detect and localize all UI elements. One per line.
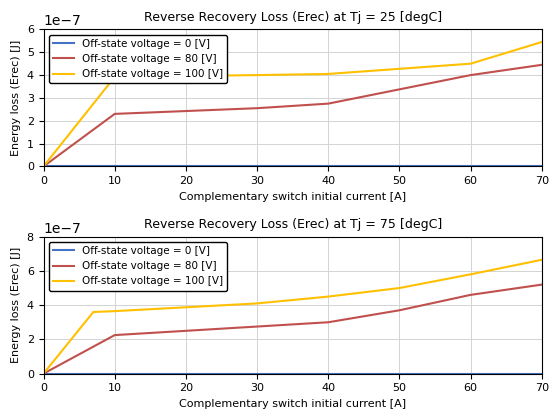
Off-state voltage = 0 [V] [539, 164, 545, 169]
Line: Off-state voltage = 100 [V]: Off-state voltage = 100 [V] [44, 260, 542, 374]
Off-state voltage = 80 [V] [467, 292, 474, 297]
Off-state voltage = 80 [V] [111, 111, 118, 116]
Off-state voltage = 0 [V] [111, 164, 118, 169]
Off-state voltage = 80 [V] [254, 324, 260, 329]
Off-state voltage = 0 [V] [325, 371, 332, 376]
Off-state voltage = 100 [V] [325, 294, 332, 299]
Off-state voltage = 0 [V] [40, 371, 47, 376]
Title: Reverse Recovery Loss (Erec) at Tj = 25 [degC]: Reverse Recovery Loss (Erec) at Tj = 25 … [143, 11, 442, 24]
Off-state voltage = 100 [V] [254, 301, 260, 306]
Off-state voltage = 80 [V] [40, 371, 47, 376]
Off-state voltage = 80 [V] [539, 282, 545, 287]
Y-axis label: Energy loss (Erec) [J]: Energy loss (Erec) [J] [11, 40, 21, 156]
Off-state voltage = 80 [V] [183, 328, 189, 333]
Off-state voltage = 0 [V] [467, 164, 474, 169]
Off-state voltage = 0 [V] [539, 371, 545, 376]
Off-state voltage = 0 [V] [396, 371, 403, 376]
Off-state voltage = 80 [V] [40, 164, 47, 169]
Off-state voltage = 0 [V] [254, 164, 260, 169]
Off-state voltage = 80 [V] [325, 320, 332, 325]
Legend: Off-state voltage = 0 [V], Off-state voltage = 80 [V], Off-state voltage = 100 [: Off-state voltage = 0 [V], Off-state vol… [49, 35, 227, 84]
Off-state voltage = 100 [V] [539, 257, 545, 262]
Off-state voltage = 0 [V] [40, 164, 47, 169]
Off-state voltage = 0 [V] [111, 371, 118, 376]
Off-state voltage = 100 [V] [539, 39, 545, 45]
Off-state voltage = 100 [V] [111, 74, 118, 79]
Off-state voltage = 100 [V] [467, 272, 474, 277]
Off-state voltage = 80 [V] [539, 62, 545, 67]
Off-state voltage = 80 [V] [111, 333, 118, 338]
X-axis label: Complementary switch initial current [A]: Complementary switch initial current [A] [179, 192, 406, 202]
Line: Off-state voltage = 100 [V]: Off-state voltage = 100 [V] [44, 42, 542, 166]
Legend: Off-state voltage = 0 [V], Off-state voltage = 80 [V], Off-state voltage = 100 [: Off-state voltage = 0 [V], Off-state vol… [49, 242, 227, 291]
Off-state voltage = 100 [V] [396, 286, 403, 291]
Off-state voltage = 80 [V] [467, 73, 474, 78]
Title: Reverse Recovery Loss (Erec) at Tj = 75 [degC]: Reverse Recovery Loss (Erec) at Tj = 75 … [143, 218, 442, 231]
Off-state voltage = 0 [V] [467, 371, 474, 376]
Y-axis label: Energy loss (Erec) [J]: Energy loss (Erec) [J] [11, 247, 21, 363]
Off-state voltage = 100 [V] [325, 71, 332, 76]
Off-state voltage = 80 [V] [396, 308, 403, 313]
Off-state voltage = 0 [V] [254, 371, 260, 376]
Off-state voltage = 80 [V] [254, 106, 260, 111]
Off-state voltage = 80 [V] [325, 101, 332, 106]
Line: Off-state voltage = 80 [V]: Off-state voltage = 80 [V] [44, 65, 542, 166]
X-axis label: Complementary switch initial current [A]: Complementary switch initial current [A] [179, 399, 406, 409]
Off-state voltage = 100 [V] [111, 309, 118, 314]
Line: Off-state voltage = 80 [V]: Off-state voltage = 80 [V] [44, 285, 542, 374]
Off-state voltage = 100 [V] [40, 164, 47, 169]
Off-state voltage = 100 [V] [254, 73, 260, 78]
Off-state voltage = 0 [V] [325, 164, 332, 169]
Off-state voltage = 100 [V] [40, 371, 47, 376]
Off-state voltage = 100 [V] [467, 61, 474, 66]
Off-state voltage = 100 [V] [90, 310, 97, 315]
